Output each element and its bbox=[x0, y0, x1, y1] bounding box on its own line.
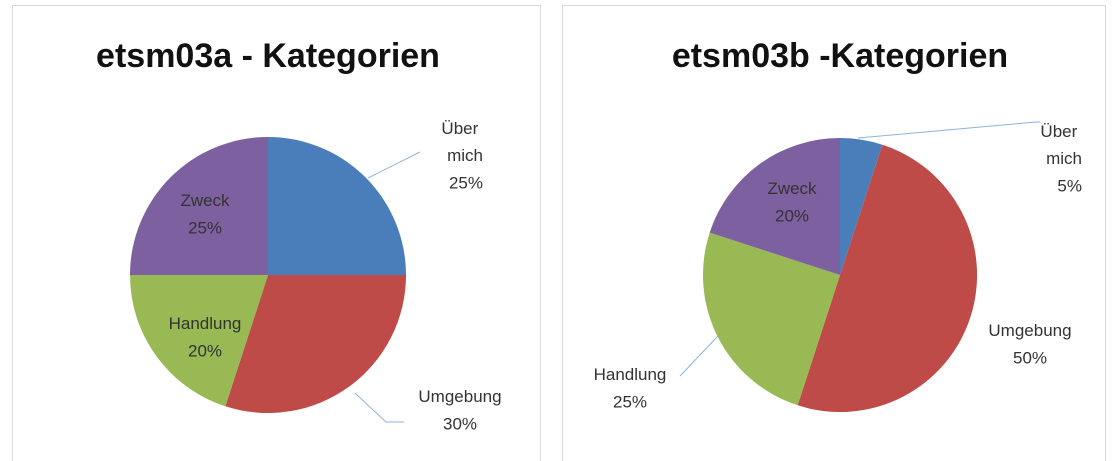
slice-label: Zweck bbox=[180, 191, 230, 210]
label-line: Umgebung bbox=[988, 321, 1071, 340]
value-label: 20% bbox=[775, 206, 809, 225]
label-line: Handlung bbox=[594, 365, 667, 384]
label-line: mich bbox=[447, 146, 483, 165]
leader-line bbox=[367, 151, 421, 179]
pie-slice bbox=[268, 137, 406, 275]
pie-slice bbox=[709, 138, 840, 275]
pie-slice bbox=[130, 137, 268, 275]
slice-label: Umgebung bbox=[988, 321, 1071, 340]
chart-title: etsm03a - Kategorien bbox=[96, 37, 440, 75]
value-label: 25% bbox=[613, 392, 647, 411]
label-line: Zweck bbox=[767, 179, 817, 198]
slice-label: Handlung bbox=[169, 314, 242, 333]
value-label: 25% bbox=[188, 218, 222, 237]
pie-slice bbox=[130, 275, 268, 407]
value-label: 20% bbox=[188, 341, 222, 360]
label-line: Umgebung bbox=[418, 387, 501, 406]
value-label: 30% bbox=[443, 414, 477, 433]
pie-slice bbox=[703, 232, 840, 406]
value-label: 25% bbox=[449, 173, 483, 192]
chart-title: etsm03b -Kategorien bbox=[672, 37, 1008, 75]
label-line: Handlung bbox=[169, 314, 242, 333]
slice-label: Über mich bbox=[1040, 122, 1082, 168]
slice-label: Umgebung bbox=[418, 387, 501, 406]
leader-line bbox=[679, 335, 719, 377]
label-line: Zweck bbox=[180, 191, 230, 210]
slice-label: Handlung bbox=[594, 365, 667, 384]
value-label: 50% bbox=[1013, 348, 1047, 367]
slice-label: Über mich bbox=[441, 119, 483, 165]
leader-line bbox=[354, 392, 404, 423]
leader-line bbox=[857, 121, 1040, 139]
value-label: 5% bbox=[1057, 176, 1082, 195]
pie-slice bbox=[840, 138, 883, 275]
pie-slice bbox=[797, 144, 978, 413]
label-line: Über bbox=[1040, 122, 1082, 141]
slice-label: Zweck bbox=[767, 179, 817, 198]
label-line: mich bbox=[1046, 149, 1082, 168]
pie-slice bbox=[225, 275, 406, 413]
label-line: Über bbox=[441, 119, 483, 138]
